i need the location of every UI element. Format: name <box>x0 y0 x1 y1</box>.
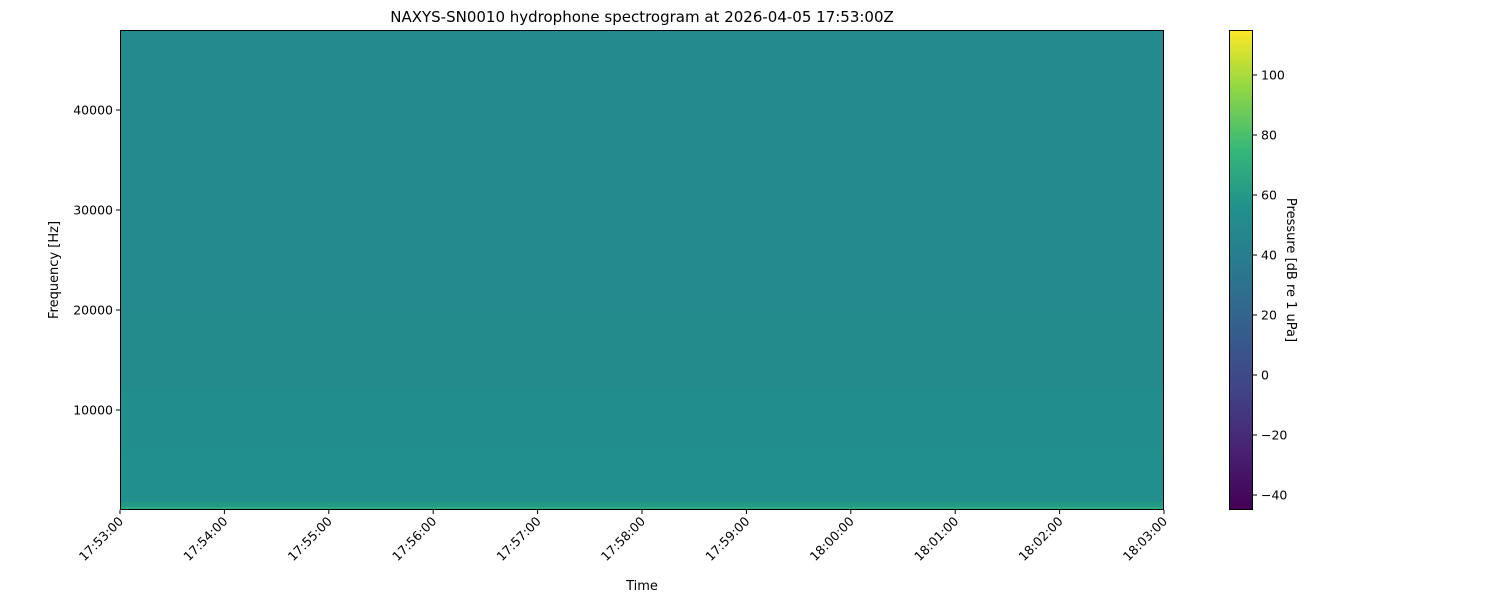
x-tick-label: 17:58:00 <box>598 513 648 563</box>
colorbar-tick-label: 100 <box>1261 68 1285 83</box>
x-axis: 17:53:00 17:54:00 17:55:00 17:56:00 17:57:00… <box>76 510 1170 564</box>
x-tick-label: 18:03:00 <box>1120 513 1170 563</box>
colorbar-tick-label: 20 <box>1261 308 1277 323</box>
x-axis-label: Time <box>625 579 658 594</box>
y-tick-label: 40000 <box>73 103 113 118</box>
heatmap-band <box>120 310 1164 390</box>
y-axis: 10000 20000 30000 40000 <box>73 103 120 418</box>
x-tick-label: 18:00:00 <box>807 513 857 563</box>
heatmap-band <box>120 507 1164 510</box>
heatmap-band <box>120 390 1164 450</box>
colorbar-tick-label: −40 <box>1261 488 1287 503</box>
colorbar <box>1229 30 1253 510</box>
x-tick-label: 17:54:00 <box>180 513 230 563</box>
y-tick-label: 30000 <box>73 203 113 218</box>
colorbar-tick-label: 60 <box>1261 188 1277 203</box>
heatmap-band <box>120 30 1164 310</box>
chart-title: NAXYS-SN0010 hydrophone spectrogram at 2… <box>390 8 894 26</box>
heatmap-area <box>120 30 1164 510</box>
x-tick-label: 18:01:00 <box>911 513 961 563</box>
x-tick-label: 17:56:00 <box>389 513 439 563</box>
heatmap-band <box>120 502 1164 507</box>
colorbar-tick-label: 0 <box>1261 368 1269 383</box>
colorbar-axis: −40 −20 0 20 40 60 80 100 <box>1253 68 1287 503</box>
y-tick-label: 10000 <box>73 403 113 418</box>
plot-frame <box>120 30 1164 510</box>
x-tick-label: 17:59:00 <box>702 513 752 563</box>
y-axis-label: Frequency [Hz] <box>47 221 62 319</box>
x-tick-label: 18:02:00 <box>1015 513 1065 563</box>
colorbar-tick-label: 80 <box>1261 128 1277 143</box>
colorbar-tick-label: 40 <box>1261 248 1277 263</box>
x-tick-label: 17:53:00 <box>76 513 126 563</box>
colorbar-label: Pressure [dB re 1 uPa] <box>1283 198 1298 342</box>
y-tick-label: 20000 <box>73 303 113 318</box>
colorbar-tick-label: −20 <box>1261 428 1287 443</box>
x-tick-label: 17:57:00 <box>493 513 543 563</box>
heatmap-band <box>120 450 1164 502</box>
x-tick-label: 17:55:00 <box>285 513 335 563</box>
